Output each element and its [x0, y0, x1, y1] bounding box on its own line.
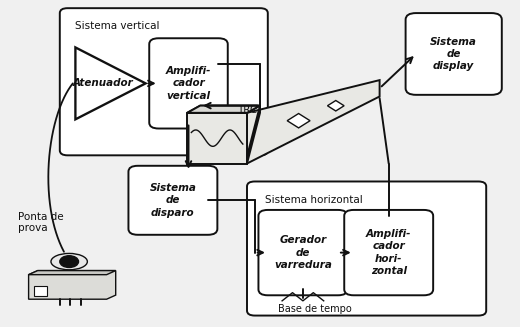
- Text: Ponta de
prova: Ponta de prova: [18, 212, 64, 233]
- FancyBboxPatch shape: [406, 13, 502, 95]
- Polygon shape: [328, 100, 344, 111]
- Polygon shape: [29, 271, 115, 299]
- Text: Sistema horizontal: Sistema horizontal: [265, 195, 363, 205]
- Circle shape: [60, 256, 79, 267]
- Bar: [34, 286, 47, 296]
- FancyBboxPatch shape: [344, 210, 433, 295]
- FancyBboxPatch shape: [149, 38, 228, 129]
- Text: TRC: TRC: [237, 105, 257, 114]
- Text: Sistema vertical: Sistema vertical: [75, 21, 160, 31]
- Polygon shape: [247, 106, 260, 164]
- Text: Gerador
de
varredura: Gerador de varredura: [274, 235, 332, 270]
- Text: Sistema
de
display: Sistema de display: [430, 37, 477, 71]
- Polygon shape: [187, 106, 260, 113]
- Polygon shape: [287, 113, 310, 128]
- FancyBboxPatch shape: [128, 166, 217, 235]
- FancyBboxPatch shape: [60, 8, 268, 155]
- Polygon shape: [187, 106, 260, 113]
- FancyBboxPatch shape: [258, 210, 347, 295]
- FancyBboxPatch shape: [247, 181, 486, 316]
- Text: Amplifi-
cador
hori-
zontal: Amplifi- cador hori- zontal: [366, 229, 411, 276]
- Text: Atenuador: Atenuador: [73, 78, 134, 88]
- Text: Amplifi-
cador
vertical: Amplifi- cador vertical: [166, 66, 211, 101]
- Polygon shape: [29, 271, 115, 275]
- Bar: [187, 113, 247, 164]
- Text: Base de tempo: Base de tempo: [278, 304, 352, 314]
- Text: Sistema
de
disparo: Sistema de disparo: [149, 183, 197, 218]
- Polygon shape: [75, 47, 146, 119]
- Ellipse shape: [51, 253, 87, 270]
- Polygon shape: [247, 80, 380, 164]
